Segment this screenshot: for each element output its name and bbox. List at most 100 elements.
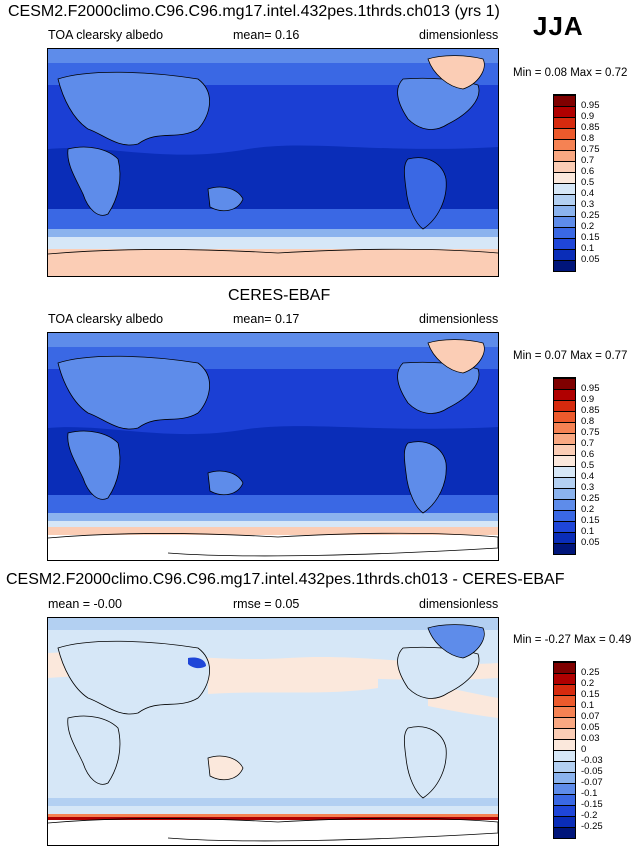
panel1-colorbar: 0.95 0.9 0.85 0.8 0.75 0.7 0.6 0.5 0.4 0… bbox=[553, 94, 600, 272]
panel3-colorbar-swatch bbox=[554, 761, 575, 772]
panel3-colorbar-label: 0.1 bbox=[581, 700, 595, 711]
panel1-colorbar-swatch bbox=[554, 95, 575, 106]
panel3-colorbar-label: 0.25 bbox=[581, 667, 600, 678]
panel2-colorbar-swatch bbox=[554, 389, 575, 400]
panel3-colorbar-label: 0.05 bbox=[581, 722, 600, 733]
panel3-rmse-label: rmse = 0.05 bbox=[233, 597, 300, 611]
panel1-colorbar-label: 0.2 bbox=[581, 221, 595, 232]
panel2-colorbar-label: 0.75 bbox=[581, 427, 600, 438]
panel3-colorbar-label: 0 bbox=[581, 744, 587, 755]
panel3-colorbar-swatch bbox=[554, 739, 575, 750]
panel1-colorbar-swatch bbox=[554, 227, 575, 238]
panel2-colorbar-swatch bbox=[554, 477, 575, 488]
panel2-colorbar-label: 0.1 bbox=[581, 526, 595, 537]
panel1-colorbar-label: 0.75 bbox=[581, 144, 600, 155]
panel3-colorbar-swatch bbox=[554, 772, 575, 783]
panel2-variable-label: TOA clearsky albedo bbox=[48, 312, 164, 326]
panel1-colorbar-label: 0.8 bbox=[581, 133, 595, 144]
panel3-map bbox=[47, 617, 499, 846]
panel3-colorbar-label: -0.03 bbox=[581, 755, 603, 766]
panel3-colorbar-label: -0.05 bbox=[581, 766, 603, 777]
panel1-colorbar-swatch bbox=[554, 117, 575, 128]
panel3-colorbar-label: -0.1 bbox=[581, 788, 598, 799]
panel2-colorbar-swatch bbox=[554, 466, 575, 477]
panel1-colorbar-label: 0.4 bbox=[581, 188, 595, 199]
panel2-mean-label: mean= 0.17 bbox=[233, 312, 300, 326]
panel2-colorbar: 0.95 0.9 0.85 0.8 0.75 0.7 0.6 0.5 0.4 0… bbox=[553, 377, 600, 555]
panel1-title: CESM2.F2000climo.C96.C96.mg17.intel.432p… bbox=[8, 3, 500, 20]
panel3-colorbar-swatch bbox=[554, 827, 575, 838]
panel3-colorbar-swatch bbox=[554, 684, 575, 695]
panel1-colorbar-label: 0.25 bbox=[581, 210, 600, 221]
panel1-map bbox=[47, 48, 499, 277]
panel1-colorbar-swatch bbox=[554, 238, 575, 249]
panel3-colorbar-swatch bbox=[554, 662, 575, 673]
panel2-units-label: dimensionless bbox=[419, 312, 499, 326]
panel1-colorbar-label: 0.7 bbox=[581, 155, 595, 166]
panel3-colorbar-swatch bbox=[554, 728, 575, 739]
panel2-colorbar-swatch bbox=[554, 444, 575, 455]
panel1-colorbar-label: 0.05 bbox=[581, 254, 600, 265]
panel2-colorbar-swatch bbox=[554, 433, 575, 444]
panel1-colorbar-label: 0.6 bbox=[581, 166, 595, 177]
panel1-colorbar-label: 0.95 bbox=[581, 100, 600, 111]
panel3-colorbar-swatch bbox=[554, 805, 575, 816]
panel3-colorbar-swatch bbox=[554, 783, 575, 794]
panel2-colorbar-label: 0.15 bbox=[581, 515, 600, 526]
panel1-units-label: dimensionless bbox=[419, 28, 499, 42]
panel1-mean-label: mean= 0.16 bbox=[233, 28, 300, 42]
panel1-colorbar-label: 0.3 bbox=[581, 199, 595, 210]
panel2-colorbar-label: 0.2 bbox=[581, 504, 595, 515]
panel1-minmax-label: Min = 0.08 Max = 0.72 bbox=[513, 67, 628, 79]
panel2-colorbar-label: 0.5 bbox=[581, 460, 595, 471]
panel2-colorbar-label: 0.05 bbox=[581, 537, 600, 548]
panel3-mean-label: mean = -0.00 bbox=[48, 597, 123, 611]
panel3-colorbar-label: 0.03 bbox=[581, 733, 600, 744]
panel2-colorbar-swatch bbox=[554, 521, 575, 532]
panel3-colorbar-swatch bbox=[554, 750, 575, 761]
panel1-colorbar-swatch bbox=[554, 172, 575, 183]
panel2-map bbox=[47, 332, 499, 561]
panel3-colorbar-swatch bbox=[554, 695, 575, 706]
panel3-colorbar: 0.25 0.2 0.15 0.1 0.07 0.05 0.03 0 -0.03… bbox=[553, 661, 603, 839]
panel2-colorbar-swatch bbox=[554, 455, 575, 466]
panel2-colorbar-label: 0.95 bbox=[581, 383, 600, 394]
panel1-colorbar-swatch bbox=[554, 205, 575, 216]
panel2-colorbar-label: 0.9 bbox=[581, 394, 595, 405]
panel2-colorbar-swatch bbox=[554, 422, 575, 433]
panel1-colorbar-swatch bbox=[554, 194, 575, 205]
panel2-colorbar-label: 0.85 bbox=[581, 405, 600, 416]
panel3-colorbar-swatch bbox=[554, 717, 575, 728]
panel3-colorbar-label: 0.07 bbox=[581, 711, 600, 722]
panel2-colorbar-label: 0.8 bbox=[581, 416, 595, 427]
panel3-colorbar-label: -0.2 bbox=[581, 810, 598, 821]
panel2-minmax-label: Min = 0.07 Max = 0.77 bbox=[513, 350, 628, 362]
panel2-colorbar-swatch bbox=[554, 488, 575, 499]
panel1-colorbar-swatch bbox=[554, 161, 575, 172]
panel3-colorbar-label: -0.25 bbox=[581, 821, 603, 832]
season-label: JJA bbox=[533, 11, 584, 41]
panel3-colorbar-swatch bbox=[554, 816, 575, 827]
panel3-minmax-label: Min = -0.27 Max = 0.49 bbox=[513, 634, 632, 646]
panel3-colorbar-swatch bbox=[554, 706, 575, 717]
panel1-colorbar-swatch bbox=[554, 106, 575, 117]
panel3-colorbar-swatch bbox=[554, 673, 575, 684]
panel2-colorbar-swatch bbox=[554, 411, 575, 422]
panel2-colorbar-swatch bbox=[554, 499, 575, 510]
panel3-colorbar-label: -0.07 bbox=[581, 777, 603, 788]
panel1-colorbar-label: 0.85 bbox=[581, 122, 600, 133]
panel2-colorbar-label: 0.3 bbox=[581, 482, 595, 493]
panel1-colorbar-swatch bbox=[554, 216, 575, 227]
panel2-colorbar-swatch bbox=[554, 510, 575, 521]
panel1-colorbar-swatch bbox=[554, 150, 575, 161]
panel1-colorbar-swatch bbox=[554, 260, 575, 271]
panel1-colorbar-label: 0.5 bbox=[581, 177, 595, 188]
panel2-title: CERES-EBAF bbox=[228, 287, 331, 304]
panel3-colorbar-swatch bbox=[554, 794, 575, 805]
panel3-title: CESM2.F2000climo.C96.C96.mg17.intel.432p… bbox=[6, 571, 565, 588]
panel1-colorbar-swatch bbox=[554, 128, 575, 139]
panel2-colorbar-swatch bbox=[554, 532, 575, 543]
panel2-colorbar-label: 0.4 bbox=[581, 471, 595, 482]
panel1-colorbar-swatch bbox=[554, 249, 575, 260]
panel2-colorbar-swatch bbox=[554, 400, 575, 411]
